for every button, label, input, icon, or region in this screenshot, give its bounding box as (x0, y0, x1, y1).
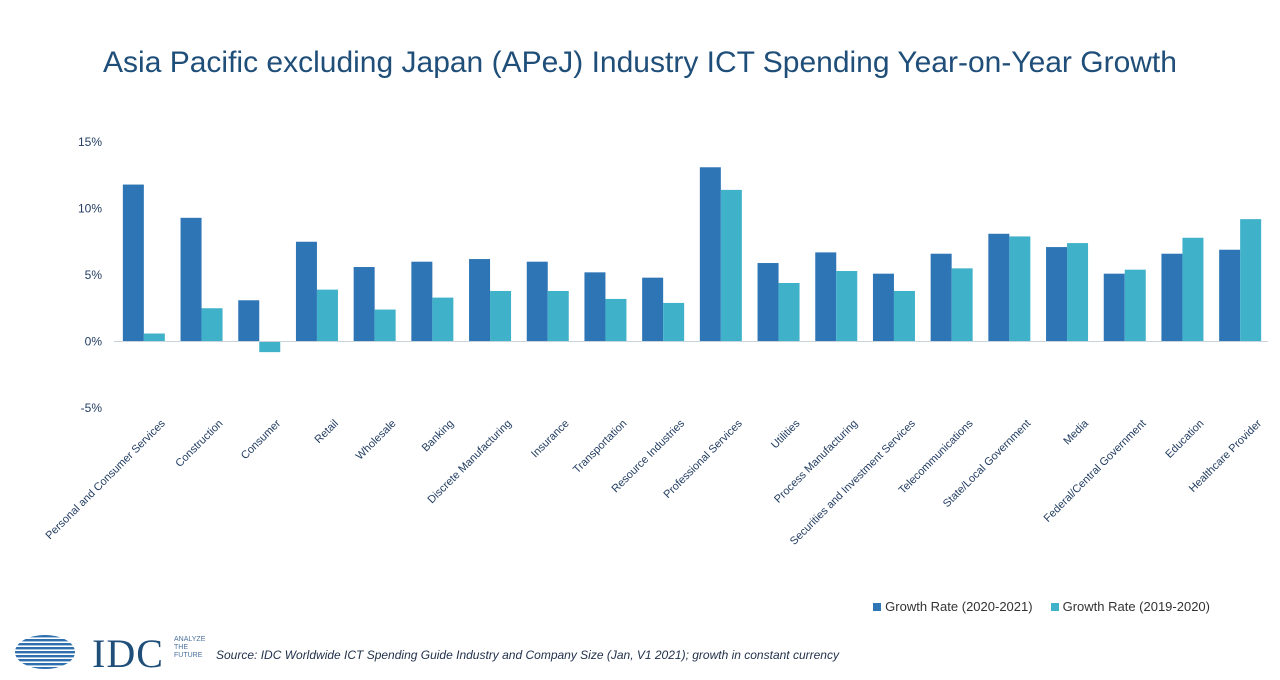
bar-2020-2021 (815, 252, 837, 342)
bar-2019-2020 (547, 290, 569, 342)
bar-2019-2020 (836, 271, 858, 342)
y-tick-label: 0% (85, 335, 103, 349)
idc-tagline: ANALYZE THE FUTURE (174, 636, 214, 660)
bar-2019-2020 (259, 341, 281, 353)
bar-2019-2020 (316, 289, 338, 342)
bar-2019-2020 (720, 189, 742, 342)
x-tick-label: Personal and Consumer Services (43, 417, 168, 542)
x-tick-label: Retail (313, 418, 341, 446)
bar-2019-2020 (432, 297, 454, 342)
bar-2020-2021 (122, 184, 144, 342)
x-tick-label: Consumer (239, 417, 284, 462)
x-tick-label: Education (1163, 418, 1206, 461)
tagline-line: THE (174, 644, 188, 651)
bar-2020-2021 (1046, 247, 1068, 342)
bar-2020-2021 (930, 253, 952, 342)
bar-2020-2021 (757, 263, 779, 342)
bar-2020-2021 (180, 217, 202, 342)
x-tick-label: Construction (173, 418, 225, 470)
bar-2019-2020 (1009, 236, 1031, 342)
bar-2020-2021 (353, 267, 375, 342)
idc-logo-text: IDC (92, 631, 164, 676)
legend-swatch-2019-2020 (1050, 602, 1059, 611)
y-tick-label: 15% (78, 135, 102, 149)
x-tick-label: Utilities (769, 417, 803, 451)
tagline-line: FUTURE (174, 652, 203, 659)
bar-2019-2020 (605, 298, 627, 342)
x-tick-label: Transportation (571, 418, 629, 476)
y-tick-label: 5% (85, 268, 103, 282)
legend-item-2019-2020: Growth Rate (2019-2020) (1050, 599, 1210, 614)
bar-2020-2021 (872, 273, 894, 342)
bar-2020-2021 (699, 167, 721, 342)
bar-2020-2021 (1103, 273, 1125, 342)
bar-2020-2021 (584, 272, 606, 342)
legend-label-2020-2021: Growth Rate (2020-2021) (885, 599, 1033, 614)
footer: IDC ANALYZE THE FUTURE Source: IDC World… (14, 631, 1264, 676)
bar-chart: 15% 10% 5% 0% -5% Personal and Consumer Servi… (43, 135, 1268, 548)
y-tick-label: 10% (78, 202, 102, 216)
x-tick-label: Media (1061, 417, 1091, 447)
bar-2020-2021 (988, 233, 1010, 342)
x-tick-label: Wholesale (354, 418, 399, 463)
bar-2019-2020 (490, 290, 512, 342)
idc-globe-icon (15, 635, 75, 669)
legend-label-2019-2020: Growth Rate (2019-2020) (1062, 599, 1210, 614)
tagline-line: ANALYZE (174, 636, 206, 643)
bar-2019-2020 (1240, 219, 1262, 342)
y-tick-label: -5% (81, 401, 103, 415)
bar-2019-2020 (201, 308, 223, 342)
bar-2019-2020 (778, 282, 800, 342)
x-tick-label: Insurance (529, 418, 572, 461)
bar-2020-2021 (1219, 249, 1241, 342)
bar-2019-2020 (1067, 243, 1089, 342)
bar-2019-2020 (1124, 269, 1146, 342)
bar-2019-2020 (663, 302, 685, 342)
bar-2019-2020 (893, 290, 915, 342)
chart-title: Asia Pacific excluding Japan (APeJ) Indu… (103, 46, 1177, 79)
bar-2019-2020 (374, 309, 396, 342)
bar-2020-2021 (238, 300, 260, 342)
bar-2019-2020 (1182, 237, 1204, 342)
legend-item-2020-2021: Growth Rate (2020-2021) (873, 599, 1033, 614)
legend-swatch-2020-2021 (873, 602, 882, 611)
x-tick-label: Securities and Investment Services (788, 417, 918, 547)
source-note: Source: IDC Worldwide ICT Spending Guide… (216, 648, 839, 662)
bar-2020-2021 (642, 277, 664, 342)
bar-2020-2021 (295, 241, 317, 342)
bar-2020-2021 (526, 261, 548, 342)
bar-2019-2020 (143, 333, 165, 342)
bar-2020-2021 (469, 259, 491, 342)
bar-2020-2021 (411, 261, 433, 342)
legend: Growth Rate (2020-2021) Growth Rate (201… (873, 599, 1210, 614)
bar-2020-2021 (1161, 253, 1183, 342)
x-tick-label: Federal/Central Government (1042, 418, 1149, 525)
x-tick-label: Banking (420, 418, 457, 455)
bar-2019-2020 (951, 268, 973, 342)
